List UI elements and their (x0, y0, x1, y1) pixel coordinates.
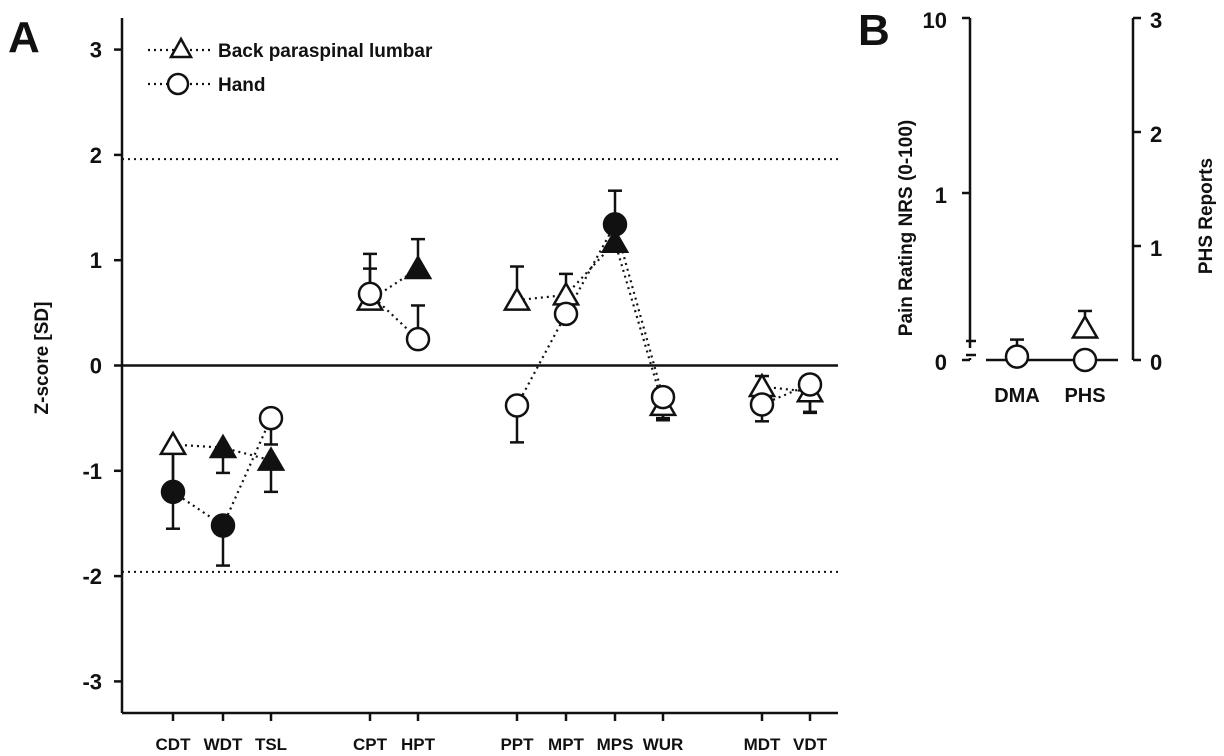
point-hand-mps (602, 212, 628, 237)
y-tick-label: 2 (90, 143, 102, 168)
connector-back-paraspinal-lumbar (761, 385, 811, 393)
legend-label-hand: Hand (218, 75, 266, 96)
panel-a-x-ticks: CDT WDT TSL CPT HPT PPT MPT MPS WUR MDT VDT (156, 713, 828, 754)
panel-a-reference-lines (122, 158, 838, 573)
panel-b-x-ticks: DMA PHS (994, 385, 1105, 407)
point-back-paraspinal-lumbar-hpt (403, 254, 433, 280)
panel-b-right-axis-title: PHS Reports (1196, 158, 1217, 274)
y-tick-label: -3 (82, 669, 102, 694)
y-tick-label: 1 (90, 248, 102, 273)
panel-b-left-axis-title: Pain Rating NRS (0-100) (896, 120, 917, 336)
point-hand-mdt (749, 392, 775, 417)
x-tick-label-cdt: CDT (156, 735, 192, 754)
panel-a-label: A (8, 13, 40, 62)
x-tick-label-mdt: MDT (744, 735, 781, 754)
panel-b-label: B (858, 6, 890, 55)
point-back-paraspinal-lumbar-mps (600, 228, 630, 253)
point-hand-ppt (504, 393, 530, 418)
point-hand-cdt (160, 479, 186, 505)
left-y-tick-label: 1 (935, 183, 947, 208)
y-tick-label: -2 (82, 564, 102, 589)
b-point-phs-triangle (1070, 314, 1100, 339)
x-tick-label-vdt: VDT (793, 735, 828, 754)
x-tick-label-mps: MPS (597, 735, 634, 754)
point-back-paraspinal-lumbar-wdt (208, 433, 238, 459)
x-tick-label-cpt: CPT (353, 735, 388, 754)
connector-back-paraspinal-lumbar (516, 240, 665, 406)
left-y-tick-label: 0 (935, 350, 947, 375)
legend: Back paraspinal lumbar Hand (148, 36, 433, 96)
left-y-tick-label: 10 (923, 8, 947, 33)
point-hand-hpt (405, 326, 431, 352)
right-y-tick-label: 0 (1150, 350, 1162, 375)
panel-a-error-bars (166, 189, 817, 567)
panel-a-y-axis-title: Z-score [SD] (32, 302, 53, 415)
panel-a-markers (158, 212, 825, 538)
right-y-tick-label: 3 (1150, 8, 1162, 33)
right-y-tick-label: 1 (1150, 236, 1162, 261)
legend-circle-marker (166, 72, 190, 96)
point-hand-wdt (210, 513, 236, 538)
x-tick-label-hpt: HPT (401, 735, 436, 754)
x-tick-label-ppt: PPT (500, 735, 534, 754)
panel-a-connectors (172, 221, 811, 528)
legend-label-back: Back paraspinal lumbar (218, 41, 433, 62)
point-back-paraspinal-lumbar-cdt (158, 430, 188, 456)
x-tick-label-mpt: MPT (548, 735, 585, 754)
right-y-tick-label: 2 (1150, 122, 1162, 147)
x-tick-label-tsl: TSL (255, 735, 287, 754)
point-hand-cpt (357, 281, 383, 307)
x-tick-label-wur: WUR (643, 735, 684, 754)
y-tick-label: 0 (90, 354, 102, 379)
point-back-paraspinal-lumbar-tsl (256, 446, 286, 471)
point-hand-tsl (258, 405, 284, 431)
connector-hand (516, 221, 665, 407)
x-tick-label-wdt: WDT (204, 735, 243, 754)
point-hand-vdt (797, 372, 823, 397)
y-tick-label: 3 (90, 38, 102, 63)
y-tick-label: -1 (82, 459, 102, 484)
point-hand-wur (650, 384, 676, 410)
point-hand-mpt (553, 301, 579, 327)
panel-b-markers (1004, 314, 1100, 373)
b-x-tick-label-dma: DMA (994, 385, 1040, 407)
legend-triangle-marker (168, 36, 194, 59)
b-x-tick-label-phs: PHS (1064, 385, 1105, 407)
panel-a-y-ticks: 3 2 1 0 -1 -2 -3 (82, 38, 122, 694)
b-point-phs-circle (1072, 347, 1098, 373)
point-back-paraspinal-lumbar-ppt (502, 286, 532, 311)
b-point-dma-circle (1004, 344, 1030, 369)
